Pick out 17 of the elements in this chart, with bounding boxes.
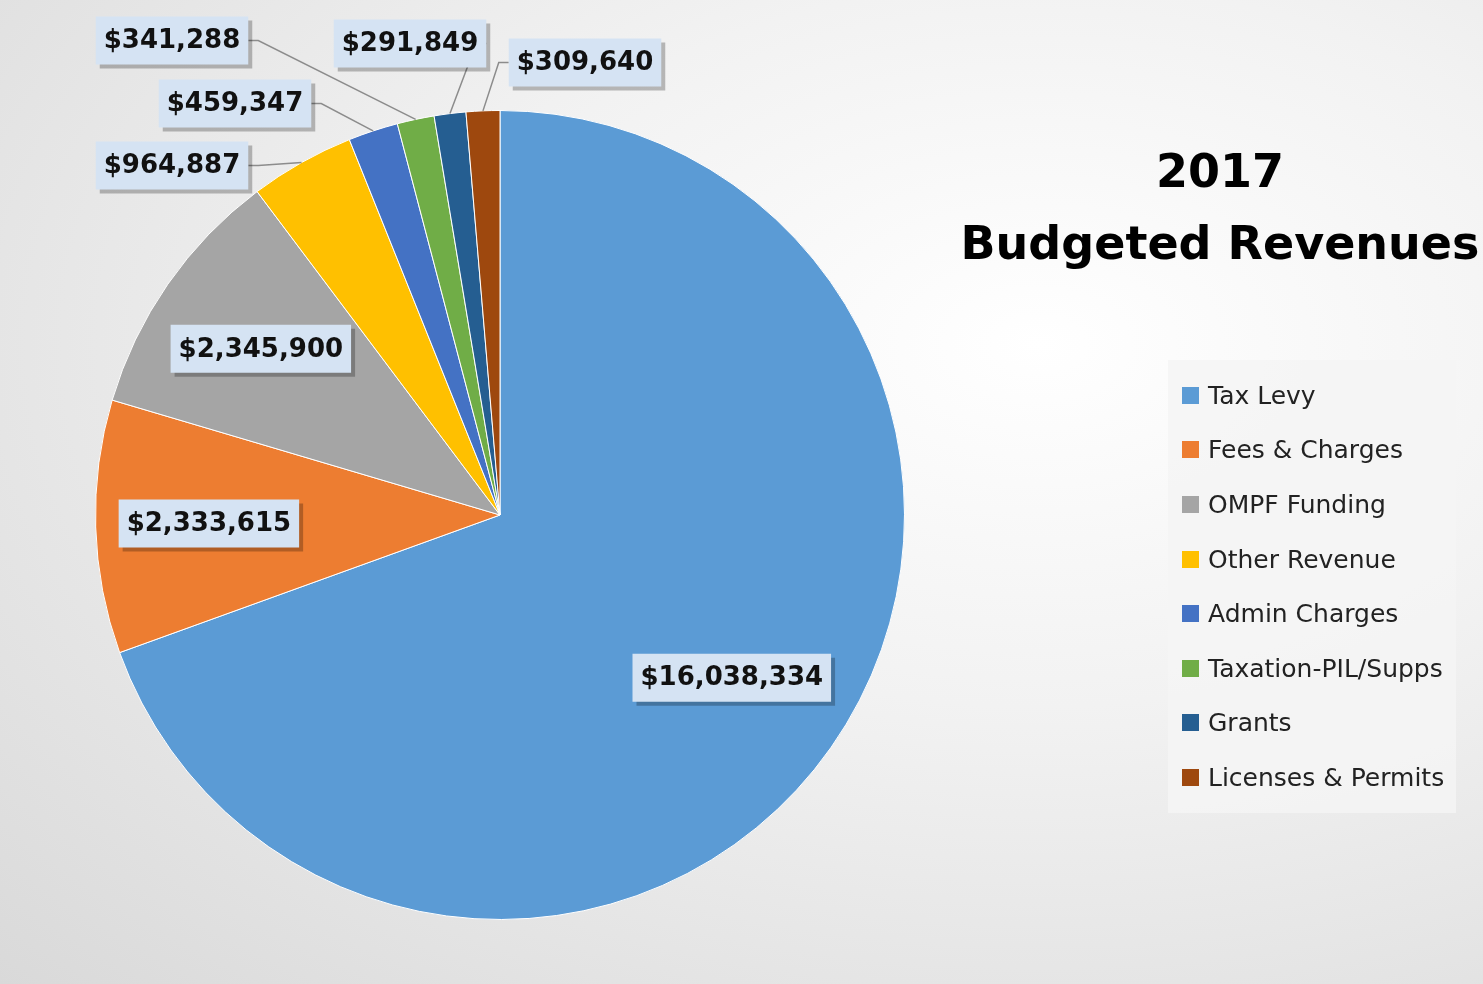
text: 2017 Budgeted Revenues [960,143,1480,272]
legend-label: Taxation-PIL/Supps [1208,653,1443,683]
legend-label: Admin Charges [1208,599,1399,629]
legend-label: OMPF Funding [1208,489,1386,519]
data-label: $16,038,334 [640,661,824,692]
legend-label: Other Revenue [1208,544,1396,574]
data-label: $341,288 [103,24,241,55]
data-label: $2,345,900 [178,332,344,363]
data-label: $291,849 [341,27,479,58]
legend-label: Grants [1208,708,1292,738]
data-label: $309,640 [516,46,654,77]
data-label: $459,347 [166,87,304,118]
data-label: $964,887 [103,149,241,180]
data-label: $2,333,615 [126,507,292,538]
legend-label: Fees & Charges [1208,435,1403,465]
legend-label: Licenses & Permits [1208,762,1445,792]
slice-label: Tax Levy [1208,380,1316,410]
